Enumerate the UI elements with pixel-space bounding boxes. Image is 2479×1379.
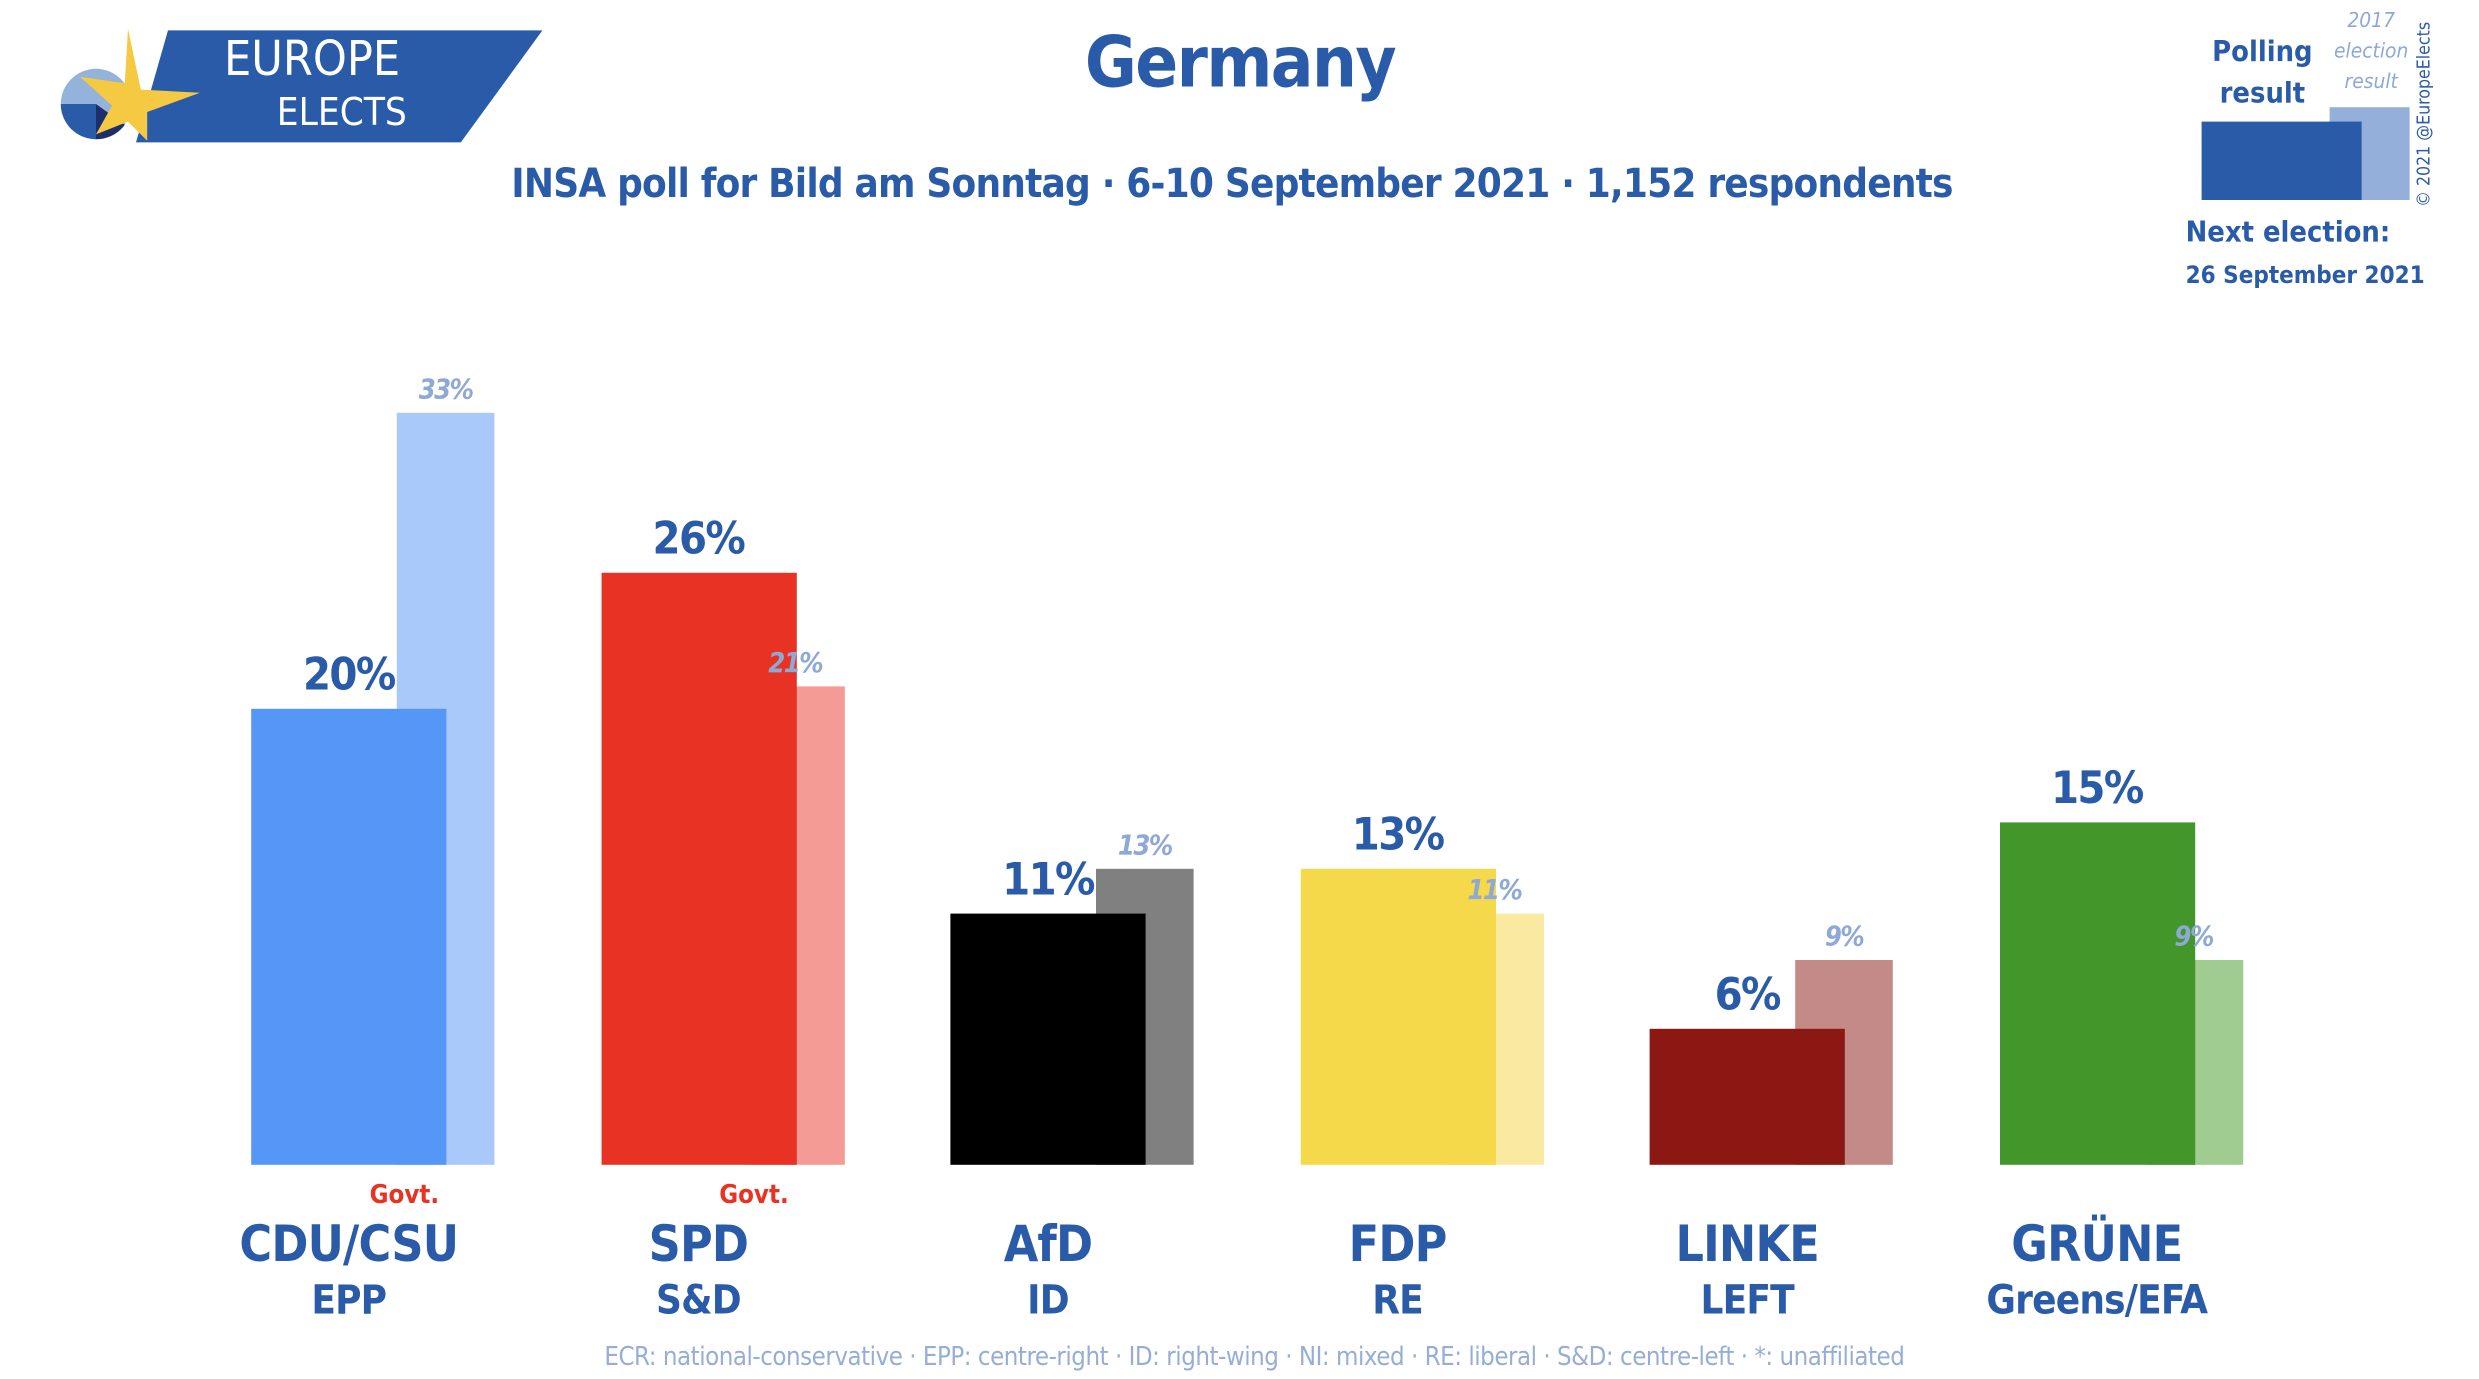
bar-polling-result [1300,868,1496,1165]
legend-poll-label: Polling result [2212,35,2313,111]
legend-poll-swatch [2201,121,2362,200]
poll-value-label: 20% [302,648,396,701]
party-name: GRÜNE [2011,1216,2183,1274]
party-name: SPD [648,1216,749,1274]
europe-elects-logo: EUROPE ELECTS [48,28,544,144]
chart-title: Germany [1084,22,1397,104]
party-name: FDP [1348,1216,1448,1274]
prev-value-label: 33% [418,374,474,406]
eu-group-name: LEFT [1700,1276,1794,1324]
eu-group-name: RE [1372,1276,1424,1324]
poll-value-label: 15% [2050,762,2144,815]
poll-value-label: 6% [1714,967,1782,1020]
bar-polling-result [251,708,447,1165]
government-badge: Govt. [369,1179,440,1210]
prev-value-label: 9% [2174,921,2214,954]
legend-prev-label: 2017 election result [2334,9,2409,95]
logo-text-europe: EUROPE [224,32,401,88]
eu-group-name: ID [1027,1276,1069,1324]
eu-group-name: Greens/EFA [1986,1276,2208,1324]
footer-legend: ECR: national-conservative · EPP: centre… [604,1340,1905,1372]
government-badge: Govt. [719,1179,789,1210]
next-election-label: Next election: [2185,216,2391,250]
copyright: © 2021 @EuropeElects [2413,21,2435,207]
prev-value-label: 11% [1467,875,1523,908]
party-name: AfD [1003,1216,1093,1274]
next-election-date: 26 September 2021 [2185,260,2425,290]
bar-polling-result [950,914,1146,1165]
logo-graphic [60,28,543,143]
poll-value-label: 13% [1351,807,1445,861]
prev-value-label: 21% [768,647,823,680]
party-name: CDU/CSU [239,1216,459,1274]
bar-polling-result [1999,822,2195,1165]
bar-polling-result [1649,1028,1845,1165]
bar-polling-result [600,572,796,1165]
chart-subtitle: INSA poll for Bild am Sonntag · 6-10 Sep… [511,160,1953,207]
prev-value-label: 13% [1117,830,1173,862]
eu-group-name: S&D [656,1276,742,1324]
poll-value-label: 26% [652,511,746,564]
prev-value-label: 9% [1824,921,1865,954]
poll-value-label: 11% [1002,853,1095,906]
party-name: LINKE [1675,1216,1819,1274]
eu-group-name: EPP [311,1276,387,1324]
logo-text-elects: ELECTS [276,89,407,135]
